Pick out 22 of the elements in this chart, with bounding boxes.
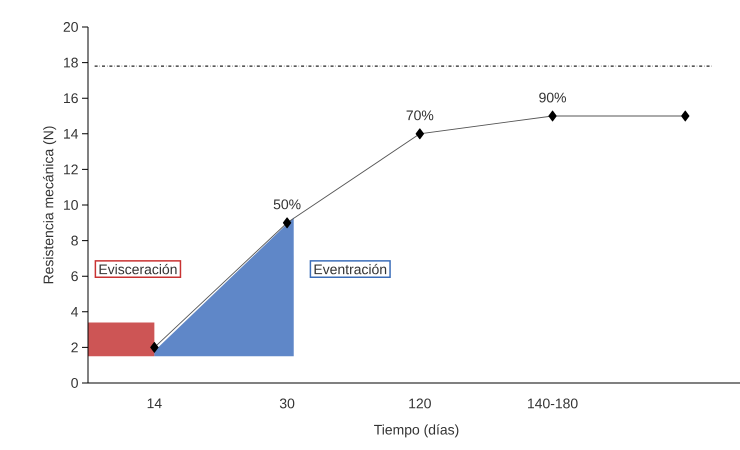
annotation: 50%	[274, 199, 301, 210]
x-tick-label: 120	[409, 398, 431, 408]
y-tick-label: 14	[64, 129, 78, 139]
y-tick-label: 16	[64, 93, 78, 104]
x-tick-label: 140-180	[528, 398, 578, 408]
y-axis-title: Resistencia mecánica (N)	[42, 126, 56, 284]
annotation: Eventración	[314, 264, 386, 274]
y-tick-label: 8	[71, 236, 78, 246]
x-tick-label: 14	[148, 398, 162, 408]
y-tick-label: 18	[64, 58, 78, 68]
x-axis-title: Tiempo (días)	[374, 424, 458, 438]
y-tick-label: 20	[64, 22, 78, 32]
annotation: 70%	[406, 110, 434, 120]
annotation: Evisceración	[100, 264, 177, 274]
y-tick-label: 0	[71, 378, 78, 388]
y-tick-label: 10	[64, 200, 78, 210]
annotation: 90%	[539, 92, 566, 102]
y-tick-label: 6	[71, 271, 78, 282]
y-tick-label: 2	[71, 342, 78, 352]
y-tick-label: 4	[71, 307, 78, 317]
y-tick-label: 12	[64, 164, 78, 174]
x-tick-label: 30	[280, 398, 294, 408]
